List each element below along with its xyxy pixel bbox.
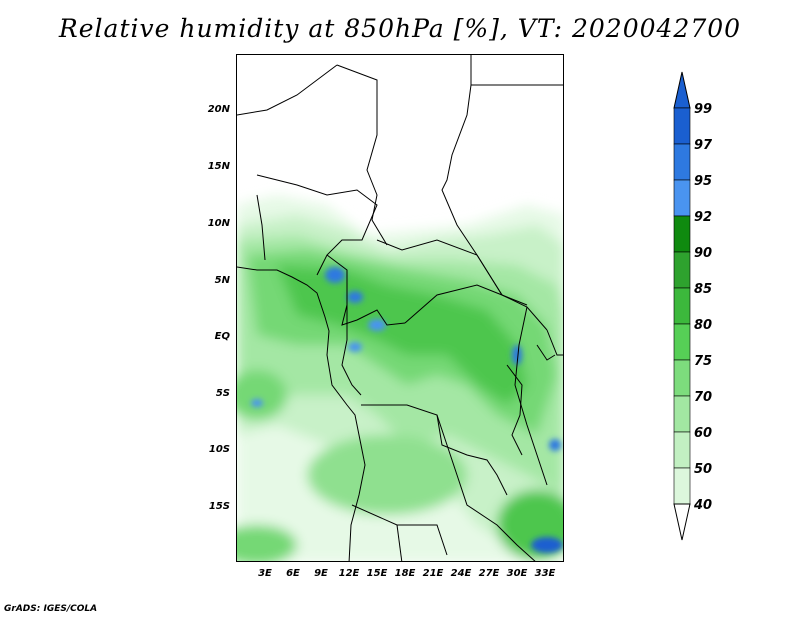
rh-high-patches xyxy=(251,267,563,553)
rh-southwest xyxy=(237,525,297,561)
colorbar-box xyxy=(673,107,691,145)
map-boundaries xyxy=(237,55,563,561)
lon-label-18e: 18E xyxy=(394,568,416,579)
lat-label-10n: 10N xyxy=(207,218,230,229)
colorbar-boxes xyxy=(673,71,691,541)
humidity-map xyxy=(237,55,563,561)
colorbar xyxy=(673,71,691,541)
rh-west-coast xyxy=(237,370,287,420)
lat-label-15n: 15N xyxy=(207,161,230,172)
lat-label-10s: 10S xyxy=(208,444,230,455)
lat-label-5s: 5S xyxy=(215,388,230,399)
border-niger xyxy=(237,64,338,116)
border-east xyxy=(546,329,563,356)
border-lake-2 xyxy=(536,344,556,361)
map-title: Relative humidity at 850hPa [%], VT: 202… xyxy=(58,14,742,43)
border-lake xyxy=(506,364,523,456)
border-angola-south xyxy=(396,524,403,561)
border-nigeria xyxy=(256,174,378,276)
lon-label-6e: 6E xyxy=(286,568,300,579)
lon-label-21e: 21E xyxy=(422,568,444,579)
rh-85-region xyxy=(277,265,527,405)
lat-label-15s: 15S xyxy=(208,501,230,512)
border-drc-north xyxy=(404,284,548,331)
map-panel[interactable] xyxy=(236,54,564,562)
rh-south-band xyxy=(307,435,467,515)
colorbar-label-99: 99 xyxy=(694,102,713,117)
colorbar-box xyxy=(673,143,691,181)
colorbar-box xyxy=(673,359,691,397)
border-drc-angola xyxy=(361,404,508,496)
coastline xyxy=(237,266,366,561)
lon-label-12e: 12E xyxy=(338,568,360,579)
lon-label-9e: 9E xyxy=(314,568,328,579)
lon-label-33e: 33E xyxy=(534,568,556,579)
colorbar-box xyxy=(673,179,691,217)
border-benin xyxy=(256,194,266,261)
colorbar-box xyxy=(673,323,691,361)
colorbar-box xyxy=(673,395,691,433)
border-cameroon xyxy=(326,254,406,326)
colorbar-label-50: 50 xyxy=(694,462,713,477)
border-libya-chad xyxy=(336,64,388,246)
humidity-field xyxy=(237,195,563,561)
colorbar-label-85: 85 xyxy=(694,282,713,297)
colorbar-label-97: 97 xyxy=(694,138,713,153)
lon-label-30e: 30E xyxy=(506,568,528,579)
colorbar-label-92: 92 xyxy=(694,210,713,225)
border-car xyxy=(376,239,503,296)
border-congo xyxy=(341,305,362,396)
lat-label-20n: 20N xyxy=(207,104,230,115)
lon-label-15e: 15E xyxy=(366,568,388,579)
colorbar-box xyxy=(673,287,691,325)
colorbar-label-95: 95 xyxy=(694,174,713,189)
colorbar-label-90: 90 xyxy=(694,246,713,261)
colorbar-arrow-bottom xyxy=(673,503,691,541)
lon-label-3e: 3E xyxy=(258,568,272,579)
colorbar-label-80: 80 xyxy=(694,318,713,333)
border-egypt-sudan xyxy=(470,55,563,86)
colorbar-label-75: 75 xyxy=(694,354,713,369)
lon-label-24e: 24E xyxy=(450,568,472,579)
colorbar-box xyxy=(673,251,691,289)
border-namibia xyxy=(351,504,448,556)
grads-credit: GrADS: IGES/COLA xyxy=(4,604,98,614)
lat-label-5n: 5N xyxy=(214,275,230,286)
colorbar-box xyxy=(673,467,691,505)
colorbar-label-40: 40 xyxy=(694,498,713,513)
lat-label-eq: EQ xyxy=(214,331,230,342)
colorbar-label-70: 70 xyxy=(694,390,713,405)
colorbar-arrow-top xyxy=(673,71,691,109)
colorbar-box xyxy=(673,431,691,469)
colorbar-box xyxy=(673,215,691,253)
border-zambia xyxy=(436,414,536,561)
lon-label-27e: 27E xyxy=(478,568,500,579)
colorbar-label-60: 60 xyxy=(694,426,713,441)
